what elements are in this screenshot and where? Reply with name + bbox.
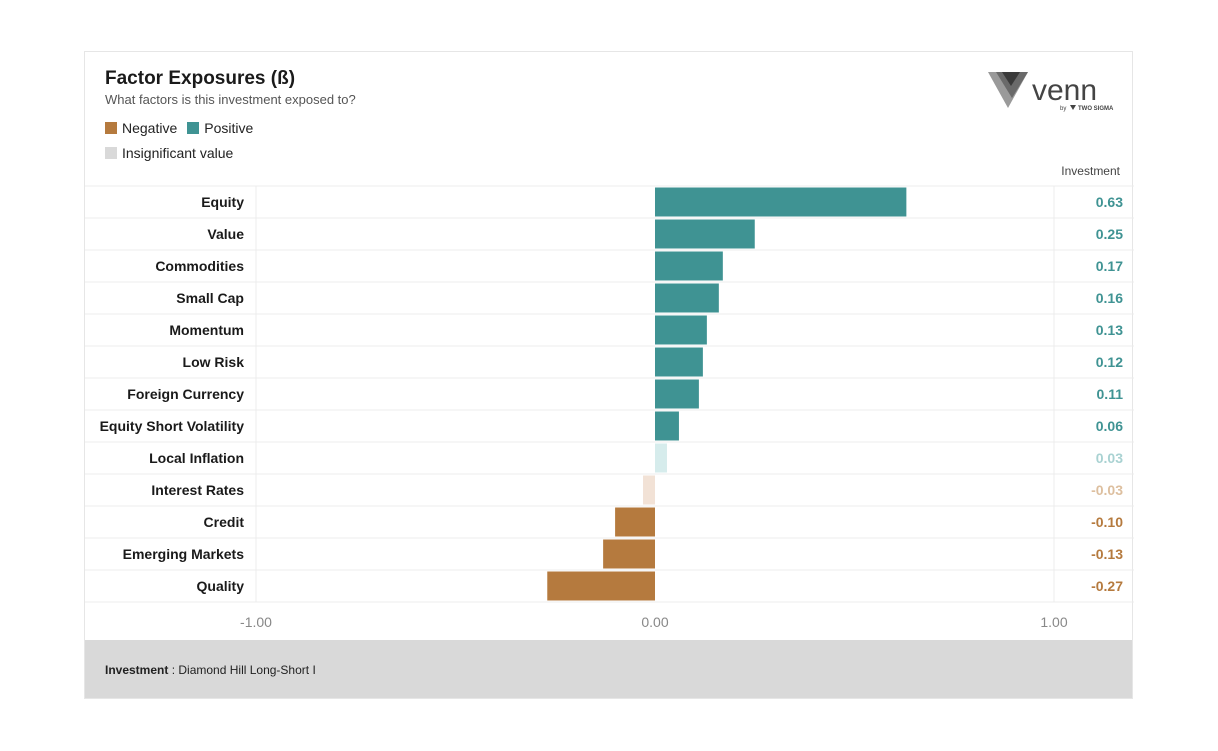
category-label-value: Value xyxy=(207,226,244,242)
footer-label: Investment xyxy=(105,663,169,677)
legend: Negative Positive xyxy=(105,120,263,136)
bar-low-risk[interactable] xyxy=(655,347,703,377)
category-label-commodities: Commodities xyxy=(155,258,244,274)
value-label-momentum: 0.13 xyxy=(1096,322,1123,338)
legend-item-insignificant[interactable]: Insignificant value xyxy=(105,145,233,161)
bar-credit[interactable] xyxy=(615,507,655,537)
venn-logo: venn by TWO SIGMA xyxy=(988,72,1114,112)
value-label-interest-rates: -0.03 xyxy=(1091,482,1123,498)
value-label-commodities: 0.17 xyxy=(1096,258,1123,274)
legend-label-insignificant: Insignificant value xyxy=(122,145,234,161)
factor-exposure-chart: Equity 0.63 Value 0.25 Commodities 0.17 Small … xyxy=(85,185,1134,630)
value-label-local-inflation: 0.03 xyxy=(1096,450,1123,466)
value-label-small-cap: 0.16 xyxy=(1096,290,1123,306)
bar-emerging-markets[interactable] xyxy=(603,539,655,569)
x-tick-label: -1.00 xyxy=(240,614,272,630)
chart-subtitle: What factors is this investment exposed … xyxy=(105,92,356,107)
category-label-emerging-markets: Emerging Markets xyxy=(123,546,245,562)
legend-label-positive: Positive xyxy=(204,120,254,136)
legend-swatch-insignificant xyxy=(105,147,117,159)
footer-separator: : xyxy=(168,663,179,677)
category-label-equity: Equity xyxy=(201,194,244,210)
venn-logo-icon xyxy=(988,72,1028,108)
legend-insignificant: Insignificant value xyxy=(105,145,243,161)
footer-investment-name: Diamond Hill Long-Short I xyxy=(178,663,316,677)
bar-local-inflation[interactable] xyxy=(655,443,667,473)
footer-bar: Investment : Diamond Hill Long-Short I xyxy=(85,640,1132,698)
bar-foreign-currency[interactable] xyxy=(655,379,699,409)
venn-logo-by: by xyxy=(1060,106,1066,112)
value-label-equity: 0.63 xyxy=(1096,194,1123,210)
bar-equity-short-volatility[interactable] xyxy=(655,411,679,441)
bar-commodities[interactable] xyxy=(655,251,723,281)
factor-exposures-card: Factor Exposures (ß) What factors is thi… xyxy=(84,51,1134,699)
bar-value[interactable] xyxy=(655,219,755,249)
bar-momentum[interactable] xyxy=(655,315,707,345)
value-label-quality: -0.27 xyxy=(1091,578,1123,594)
venn-logo-wordmark: venn xyxy=(1032,74,1097,107)
legend-swatch-negative xyxy=(105,122,117,134)
category-label-momentum: Momentum xyxy=(169,322,244,338)
value-label-credit: -0.10 xyxy=(1091,514,1123,530)
category-label-credit: Credit xyxy=(204,514,245,530)
bar-interest-rates[interactable] xyxy=(643,475,655,505)
category-label-small-cap: Small Cap xyxy=(176,290,244,306)
category-label-interest-rates: Interest Rates xyxy=(151,482,244,498)
category-label-quality: Quality xyxy=(197,578,245,594)
legend-item-positive[interactable]: Positive xyxy=(187,120,253,136)
chart-title: Factor Exposures (ß) xyxy=(105,68,296,89)
category-label-local-inflation: Local Inflation xyxy=(149,450,244,466)
column-header-investment: Investment xyxy=(1061,164,1120,178)
x-tick-label: 0.00 xyxy=(641,614,668,630)
value-label-foreign-currency: 0.11 xyxy=(1097,386,1124,402)
legend-label-negative: Negative xyxy=(122,120,178,136)
legend-item-negative[interactable]: Negative xyxy=(105,120,177,136)
venn-logo-company: TWO SIGMA xyxy=(1078,106,1114,112)
footer-text: Investment : Diamond Hill Long-Short I xyxy=(105,663,316,677)
bar-small-cap[interactable] xyxy=(655,283,719,313)
category-label-foreign-currency: Foreign Currency xyxy=(127,386,244,402)
x-tick-label: 1.00 xyxy=(1040,614,1067,630)
bar-quality[interactable] xyxy=(547,571,655,601)
value-label-value: 0.25 xyxy=(1096,226,1123,242)
category-label-equity-short-volatility: Equity Short Volatility xyxy=(100,418,245,434)
value-label-emerging-markets: -0.13 xyxy=(1091,546,1123,562)
two-sigma-icon xyxy=(1070,105,1076,110)
legend-swatch-positive xyxy=(187,122,200,134)
bar-equity[interactable] xyxy=(655,187,907,217)
value-label-equity-short-volatility: 0.06 xyxy=(1096,418,1123,434)
value-label-low-risk: 0.12 xyxy=(1096,354,1123,370)
category-label-low-risk: Low Risk xyxy=(183,354,245,370)
